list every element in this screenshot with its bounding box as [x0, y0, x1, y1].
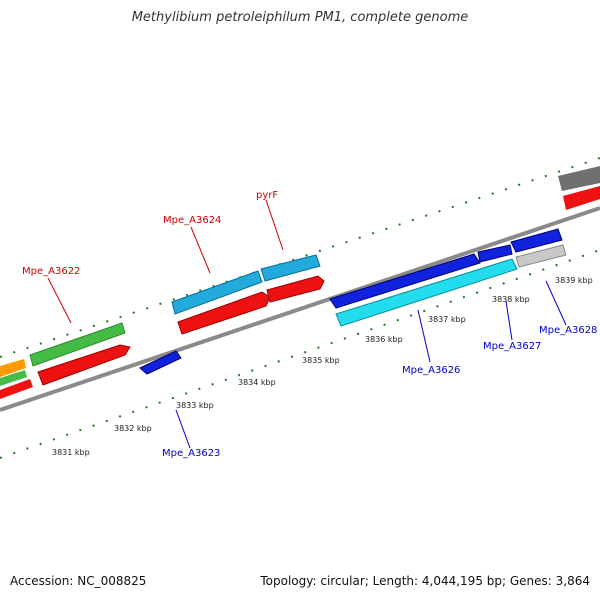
- tick-label: 3833 kbp: [176, 401, 214, 410]
- gene-label-top: Mpe_A3624: [163, 215, 221, 226]
- gene-features: [0, 166, 600, 399]
- genome-stats-text: Topology: circular; Length: 4,044,195 bp…: [260, 574, 590, 588]
- gene-left-green[interactable]: [0, 370, 27, 386]
- gene-label-bottom: Mpe_A3626: [402, 365, 460, 376]
- gene-label-bottom: Mpe_A3627: [483, 341, 541, 352]
- gene-label-bottom: Mpe_A3628: [539, 325, 597, 336]
- gene-labels: Mpe_A3622 Mpe_A3624 pyrF Mpe_A3623 Mpe_A…: [22, 190, 597, 459]
- tick-label: 3838 kbp: [492, 295, 530, 304]
- gene-mpe-a3626-blue[interactable]: [329, 253, 481, 309]
- gene-pyrf-bottom[interactable]: [266, 275, 325, 303]
- genome-backbone: [0, 206, 600, 412]
- gene-mpe-a3624-top[interactable]: [171, 270, 263, 315]
- tick-label: 3835 kbp: [302, 356, 340, 365]
- tick-label: 3839 kbp: [555, 276, 593, 285]
- tick-label: 3832 kbp: [114, 424, 152, 433]
- gene-mpe-a3624-bottom[interactable]: [177, 291, 271, 335]
- tick-label: 3836 kbp: [365, 335, 403, 344]
- tick-label: 3837 kbp: [428, 315, 466, 324]
- gene-left-orange[interactable]: [0, 359, 26, 377]
- gene-mpe-a3626-cyan[interactable]: [335, 258, 518, 327]
- gene-mpe-a3627-blue[interactable]: [477, 244, 513, 263]
- gene-far-right-red[interactable]: [563, 186, 600, 210]
- gene-left-red[interactable]: [0, 379, 33, 399]
- gene-label-top: Mpe_A3622: [22, 266, 80, 277]
- gene-pyrf-top[interactable]: [260, 254, 321, 282]
- tick-label: 3831 kbp: [52, 448, 90, 457]
- gene-mpe-a3622-green[interactable]: [29, 322, 126, 367]
- map-title: Methylibium petroleiphilum PM1, complete…: [131, 10, 469, 25]
- gene-mpe-a3628-blue[interactable]: [510, 228, 563, 253]
- label-pointers: [47, 199, 567, 449]
- accession-text: Accession: NC_008825: [10, 574, 147, 588]
- gene-mpe-a3628-grey[interactable]: [515, 244, 567, 268]
- tick-label: 3834 kbp: [238, 378, 276, 387]
- gene-mpe-a3623[interactable]: [139, 350, 182, 375]
- gene-mpe-a3622-red[interactable]: [37, 344, 131, 386]
- gene-label-top: pyrF: [256, 190, 278, 201]
- gene-far-right-grey[interactable]: [558, 166, 600, 191]
- gene-label-bottom: Mpe_A3623: [162, 448, 220, 459]
- tick-labels: 3831 kbp 3832 kbp 3833 kbp 3834 kbp 3835…: [52, 276, 593, 457]
